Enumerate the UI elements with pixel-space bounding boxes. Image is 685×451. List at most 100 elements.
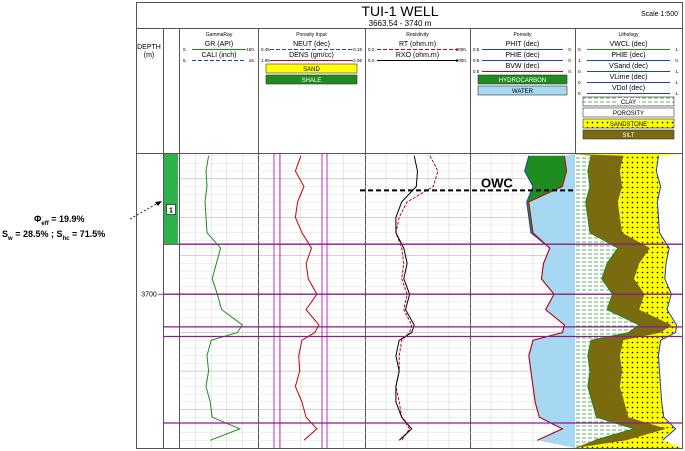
curve-min: 0.2	[368, 58, 375, 63]
curve-min: 0.5	[473, 47, 480, 52]
silt-fill	[575, 154, 672, 448]
track-title: Resistivity	[406, 32, 429, 38]
curve-name: PHIE (dec)	[611, 52, 645, 59]
fill-swatch	[477, 74, 568, 85]
sw-symbol: S	[2, 229, 9, 239]
curve-max: 1.	[675, 91, 679, 96]
curve-min: 0.	[578, 69, 582, 74]
curve-min: 0.45	[261, 47, 270, 52]
depth-unit: (m)	[144, 52, 155, 59]
curve-name: VWCL (dec)	[610, 41, 648, 48]
curve-max: 16.	[249, 58, 255, 63]
zone-1-fill	[164, 154, 178, 245]
curve-max: 0.	[568, 69, 572, 74]
curve-max: 0.	[568, 47, 572, 52]
sh-sub: hc	[62, 235, 70, 242]
sh-symbol: S	[56, 229, 63, 239]
hydrocarbon-fill	[524, 155, 567, 441]
curve-name: RT (ohm.m)	[399, 41, 436, 48]
fill-name: SHALE	[302, 78, 322, 84]
curve-name: CALI (inch)	[201, 52, 236, 59]
fill-label-bg	[609, 120, 648, 127]
curve-min: 0.	[578, 47, 582, 52]
curve-max: 0.	[675, 58, 679, 63]
annotation-arrow	[129, 202, 159, 220]
dens-curve	[294, 155, 320, 441]
curve-name: PHIT (dec)	[506, 41, 540, 48]
curve-name: NEUT (dec)	[293, 41, 330, 48]
curve-name: RXO (ohm.m)	[396, 52, 439, 59]
depth-tick-label: 3700	[141, 292, 157, 299]
fill-label-bg	[618, 98, 639, 105]
sh-value: = 71.5%	[72, 229, 106, 239]
curve-name: VLime (dec)	[610, 74, 648, 81]
plot-title: TUI-1 WELL	[361, 3, 438, 19]
saturation-annotation: Sw = 28.5% ; Shc = 71.5%	[2, 228, 105, 245]
plot-subtitle: 3663.54 - 3740 m	[369, 19, 432, 28]
curve-min: 0.	[578, 80, 582, 85]
track-title: GammaRay	[206, 32, 233, 38]
curve-max: 2000.	[456, 47, 467, 52]
fill-name: POROSITY	[613, 111, 644, 117]
fill-swatch	[265, 74, 358, 85]
fill-name: CLAY	[621, 100, 636, 106]
curve-max: -0.15	[352, 47, 363, 52]
curve-max: 1.	[675, 47, 679, 52]
phi-symbol: Φ	[34, 214, 42, 224]
curve-min: 1.95	[261, 58, 270, 63]
track-header-resistivity: Resistivity RT (ohm.m) 0.2 2000. RXO (ohm.m)…	[368, 32, 467, 63]
curve-max: 1.	[675, 80, 679, 85]
fill-name: WATER	[512, 89, 534, 95]
curve-name: VSand (dec)	[609, 63, 648, 70]
lith-porosity-fill	[656, 154, 682, 448]
lith-phie-curve	[655, 155, 678, 441]
sw-sub: w	[8, 235, 13, 242]
water-fill	[528, 154, 575, 448]
depth-label: DEPTH	[137, 44, 161, 51]
phi-annotation: Φeff = 19.9%	[34, 213, 85, 230]
curve-name: DENS (gm/cc)	[289, 52, 334, 59]
tracks-group: GammaRay GR (API) 0. 150. CALI (inch) 6. 16. Po…	[158, 28, 682, 449]
gr-curve	[204, 155, 244, 441]
curve-max: 2.95	[353, 58, 362, 63]
depth-track: 3700	[141, 292, 157, 299]
fill-swatch	[582, 129, 675, 140]
track-header-porosity: Porosity PHIT (dec) 0.5 0. PHIE (dec) 0.5 0. BV…	[473, 32, 572, 96]
zone-1-label: 1	[169, 208, 173, 215]
scale-label: Scale 1:500	[641, 11, 678, 18]
clay-fill	[575, 154, 640, 448]
phi-value: = 19.9%	[51, 214, 85, 224]
track-header-porosity-input: Porosity Input NEUT (dec) 0.45 -0.15 DENS (g…	[261, 32, 363, 85]
curve-min: 0.	[578, 91, 582, 96]
track-header-lithology: Lithology VWCL (dec) 0. 1. PHIE (dec) 1. 0. VSa…	[578, 32, 679, 140]
curve-max: 2000.	[456, 58, 467, 63]
fill-swatch	[265, 63, 358, 74]
curve-min: 0.5	[473, 58, 480, 63]
curve-name: GR (API)	[205, 41, 233, 48]
curve-min: 0.2	[368, 47, 375, 52]
curve-min: 0.	[183, 47, 187, 52]
track-title: Porosity	[513, 32, 532, 38]
annotation-arrowhead	[155, 201, 162, 206]
curve-max: 0.	[568, 58, 572, 63]
curve-name: BVW (dec)	[506, 63, 540, 70]
rt-curve	[395, 155, 439, 441]
owc-label: OWC	[481, 175, 513, 190]
curve-min: 0.5	[473, 69, 480, 74]
curve-name: PHIE (dec)	[505, 52, 539, 59]
vwcl-curve	[585, 155, 641, 441]
rxo-curve	[395, 155, 419, 441]
fill-swatch	[477, 85, 568, 96]
curve-min: 6.	[183, 58, 187, 63]
zone-1-label-box	[166, 204, 176, 215]
curve-max: 1.	[675, 69, 679, 74]
fill-name: SANDSTONE	[610, 122, 647, 128]
zone-1-bar: 1	[164, 154, 178, 245]
fill-swatch	[582, 107, 675, 118]
track-header-gammaray: GammaRay GR (API) 0. 150. CALI (inch) 6. 16.	[183, 32, 255, 63]
track-title: Porosity Input	[296, 32, 327, 38]
curve-name: VDol (dec)	[612, 85, 645, 92]
track-title: Lithology	[618, 32, 639, 38]
phi-sub: eff	[41, 220, 49, 227]
